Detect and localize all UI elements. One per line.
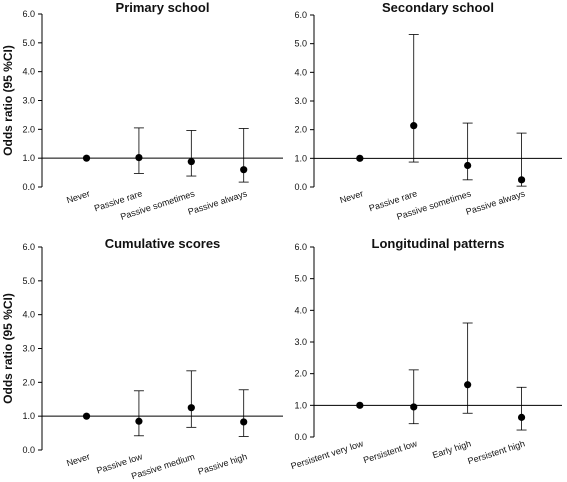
y-tick-label: 4.0: [294, 305, 307, 315]
data-point: [517, 413, 526, 421]
x-tick-label: Never: [65, 451, 91, 468]
x-tick-label: Persistent high: [466, 438, 526, 466]
y-tick-label: 5.0: [294, 39, 307, 49]
chart-panel: Cumulative scores 0.0 1.0 2.0 3.0 4.0 5.0 6.0 Od…: [1, 236, 283, 481]
y-tick-label: 2.0: [294, 369, 307, 379]
y-tick-label: 4.0: [22, 67, 35, 77]
x-tick-label: Passive always: [187, 188, 249, 217]
chart-title: Cumulative scores: [105, 236, 221, 251]
data-point: [410, 122, 418, 130]
chart-panel: Secondary school 0.0 1.0 2.0 3.0 4.0 5.0 6.0 Nev…: [294, 0, 562, 222]
y-tick-label: 6.0: [294, 242, 307, 252]
y-tick-label: 3.0: [22, 344, 35, 354]
data-point: [410, 403, 418, 411]
y-tick-label: 2.0: [22, 124, 35, 134]
data-point: [135, 153, 143, 162]
data-point: [135, 417, 143, 425]
y-tick-label: 0.0: [294, 182, 307, 192]
chart-title: Secondary school: [382, 0, 494, 15]
y-tick-label: 6.0: [22, 242, 35, 252]
data-point: [240, 166, 248, 174]
y-tick-label: 6.0: [294, 10, 307, 20]
y-tick-label: 4.0: [294, 67, 307, 77]
y-tick-label: 1.0: [294, 153, 307, 163]
y-tick-label: 0.0: [22, 445, 35, 455]
x-tick-label: Never: [65, 188, 91, 205]
y-tick-label: 1.0: [294, 400, 307, 410]
data-point: [82, 154, 91, 162]
y-tick-label: 3.0: [294, 337, 307, 347]
data-point: [187, 158, 195, 166]
x-tick-label: Never: [339, 188, 365, 205]
y-tick-label: 3.0: [22, 96, 35, 106]
y-tick-label: 5.0: [294, 274, 307, 284]
chart-panel: Primary school 0.0 1.0 2.0 3.0 4.0 5.0 6.0 Odds …: [1, 0, 283, 222]
chart-panel: Longitudinal patterns 0.0 1.0 2.0 3.0 4.0 5.0 6…: [290, 236, 562, 471]
y-axis-label: Odds ratio (95 %CI): [1, 293, 15, 404]
y-tick-label: 0.0: [22, 182, 35, 192]
y-tick-label: 0.0: [294, 432, 307, 442]
y-tick-label: 5.0: [22, 38, 35, 48]
y-axis-label: Odds ratio (95 %CI): [1, 45, 15, 156]
data-point: [187, 404, 195, 412]
y-tick-label: 2.0: [22, 377, 35, 387]
data-point: [356, 154, 364, 162]
x-tick-label: Persistent low: [362, 438, 419, 465]
chart-title: Longitudinal patterns: [372, 236, 505, 251]
y-tick-label: 3.0: [294, 96, 307, 106]
data-point: [464, 381, 472, 389]
y-tick-label: 1.0: [22, 411, 35, 421]
y-tick-label: 5.0: [22, 276, 35, 286]
data-point: [82, 412, 91, 420]
x-tick-label: Passive high: [197, 451, 249, 476]
x-tick-label: Persistent very low: [290, 438, 365, 471]
data-point: [356, 401, 364, 409]
x-tick-label: Passive always: [465, 188, 527, 217]
y-tick-label: 6.0: [22, 9, 35, 19]
data-point: [464, 161, 472, 170]
chart-title: Primary school: [116, 0, 210, 15]
y-tick-label: 1.0: [22, 153, 35, 163]
data-point: [517, 176, 526, 184]
data-point: [240, 418, 248, 426]
y-tick-label: 2.0: [294, 125, 307, 135]
y-tick-label: 4.0: [22, 310, 35, 320]
